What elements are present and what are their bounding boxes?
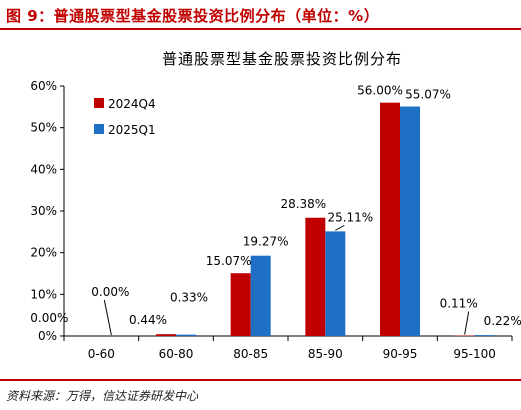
bar-2024Q4-90-95 <box>380 102 400 337</box>
data-label: 28.38% <box>280 197 326 211</box>
legend-label: 2024Q4 <box>108 97 156 111</box>
y-tick-label: 40% <box>30 162 57 176</box>
legend-swatch-2024Q4 <box>94 98 104 108</box>
x-tick-label: 90-95 <box>383 347 418 361</box>
legend-swatch-2025Q1 <box>94 124 104 134</box>
label-leader-line <box>464 311 470 335</box>
figure-header: 图 9：普通股票型基金股票投资比例分布（单位：%） <box>0 0 521 30</box>
figure-footer: 资料来源：万得，信达证券研发中心 <box>0 379 521 410</box>
bar-2024Q4-85-90 <box>305 217 326 336</box>
bar-2024Q4-80-85 <box>230 273 251 336</box>
legend: 2024Q4 2025Q1 <box>94 97 156 137</box>
data-label: 0.11% <box>440 297 478 311</box>
x-tick-label: 95-100 <box>453 347 496 361</box>
y-tick-label: 20% <box>30 246 57 260</box>
bar-2025Q1-90-95 <box>400 106 420 337</box>
data-label: 25.11% <box>327 210 373 224</box>
bar-chart: 普通股票型基金股票投资比例分布 0% 10% 20% 30% 40% 50% 60% 0-60… <box>30 50 521 361</box>
bar-2025Q1-95-100 <box>474 335 495 336</box>
data-label: 56.00% <box>357 84 403 98</box>
bar-2024Q4-60-80 <box>156 334 176 336</box>
bar-2025Q1-85-90 <box>325 231 346 336</box>
data-label: 55.07% <box>405 88 451 102</box>
figure-title: 图 9：普通股票型基金股票投资比例分布（单位：%） <box>6 7 380 25</box>
label-leader-line <box>335 224 345 231</box>
data-label: 0.22% <box>484 314 521 328</box>
data-label: 0.00% <box>30 311 68 325</box>
y-tick-label: 60% <box>30 79 57 93</box>
y-tick-label: 50% <box>30 121 57 135</box>
y-tick-label: 30% <box>30 204 57 218</box>
legend-label: 2025Q1 <box>108 123 156 137</box>
data-label: 19.27% <box>243 235 289 249</box>
x-tick-label: 80-85 <box>233 347 268 361</box>
y-tick-label: 10% <box>30 287 57 301</box>
bar-2025Q1-80-85 <box>250 255 271 336</box>
data-label: 0.44% <box>129 313 167 327</box>
bar-2025Q1-60-80 <box>176 334 196 336</box>
label-leader-line <box>103 299 112 336</box>
data-label: 15.07% <box>206 254 252 268</box>
x-tick-label: 0-60 <box>88 347 115 361</box>
chart-title: 普通股票型基金股票投资比例分布 <box>162 50 402 68</box>
source-note: 资料来源：万得，信达证券研发中心 <box>6 389 199 403</box>
y-tick-label: 0% <box>38 329 57 343</box>
data-labels: 0.00% 0.44%15.07%28.38%56.00%0.11%0.00% 0.… <box>30 84 521 336</box>
x-tick-label: 60-80 <box>159 347 194 361</box>
x-tick-label: 85-90 <box>308 347 343 361</box>
axes: 0% 10% 20% 30% 40% 50% 60% 0-60 60-80 80-85 85-90 9… <box>30 79 513 361</box>
data-label: 0.33% <box>170 291 208 305</box>
data-label: 0.00% <box>91 285 129 299</box>
bars <box>156 102 495 337</box>
